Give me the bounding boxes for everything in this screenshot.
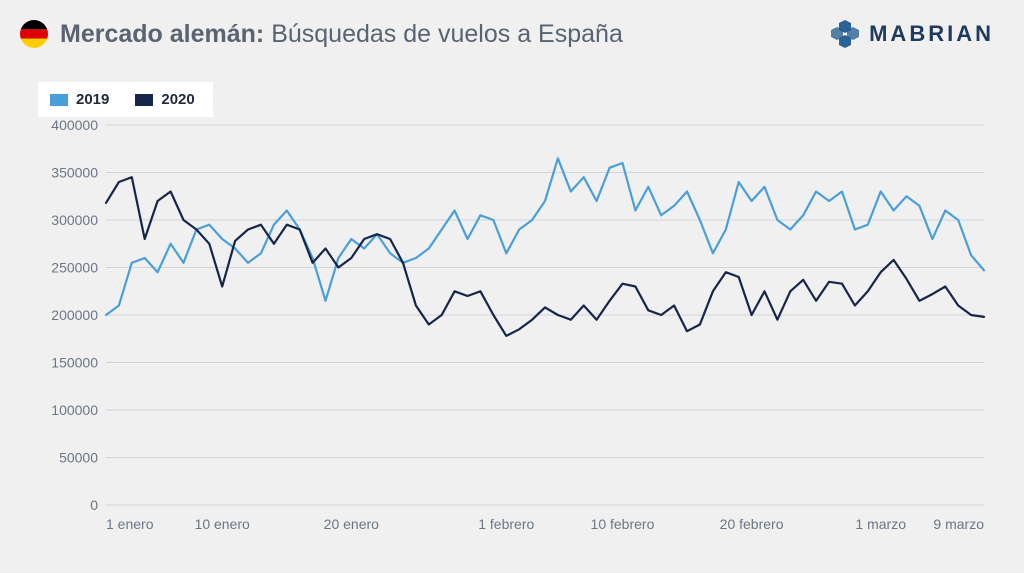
brand-name: MABRIAN (869, 21, 994, 47)
legend-label: 2019 (76, 91, 109, 108)
legend-swatch (50, 94, 68, 106)
svg-text:300000: 300000 (51, 212, 98, 228)
brand-logo: MABRIAN (829, 18, 994, 50)
header: Mercado alemán: Búsquedas de vuelos a Es… (0, 0, 1024, 50)
svg-text:1 enero: 1 enero (106, 516, 154, 532)
svg-text:0: 0 (90, 497, 98, 513)
svg-text:250000: 250000 (51, 260, 98, 276)
legend-label: 2020 (161, 91, 194, 108)
legend-item: 2020 (135, 91, 194, 108)
legend-swatch (135, 94, 153, 106)
svg-text:150000: 150000 (51, 355, 98, 371)
chart-frame: Mercado alemán: Búsquedas de vuelos a Es… (0, 0, 1024, 573)
svg-text:20 enero: 20 enero (324, 516, 379, 532)
legend: 2019 2020 (38, 82, 213, 117)
page-title: Mercado alemán: Búsquedas de vuelos a Es… (60, 20, 623, 49)
svg-text:350000: 350000 (51, 165, 98, 181)
svg-text:200000: 200000 (51, 307, 98, 323)
svg-text:10 febrero: 10 febrero (591, 516, 655, 532)
series-2019 (106, 158, 984, 315)
svg-text:10 enero: 10 enero (195, 516, 250, 532)
svg-text:1 febrero: 1 febrero (478, 516, 534, 532)
svg-text:400000: 400000 (51, 117, 98, 133)
svg-text:1 marzo: 1 marzo (855, 516, 906, 532)
svg-text:20 febrero: 20 febrero (720, 516, 784, 532)
svg-text:9 marzo: 9 marzo (933, 516, 984, 532)
svg-text:50000: 50000 (59, 450, 98, 466)
title-bold: Mercado alemán: (60, 20, 264, 48)
legend-item: 2019 (50, 91, 109, 108)
title-block: Mercado alemán: Búsquedas de vuelos a Es… (20, 20, 623, 49)
germany-flag-icon (20, 20, 48, 48)
mabrian-logo-icon (829, 18, 861, 50)
line-chart: 0 50000 100000 150000 200000 250000 300000 3500… (38, 115, 998, 545)
title-light: Búsquedas de vuelos a España (271, 20, 623, 48)
svg-text:100000: 100000 (51, 402, 98, 418)
